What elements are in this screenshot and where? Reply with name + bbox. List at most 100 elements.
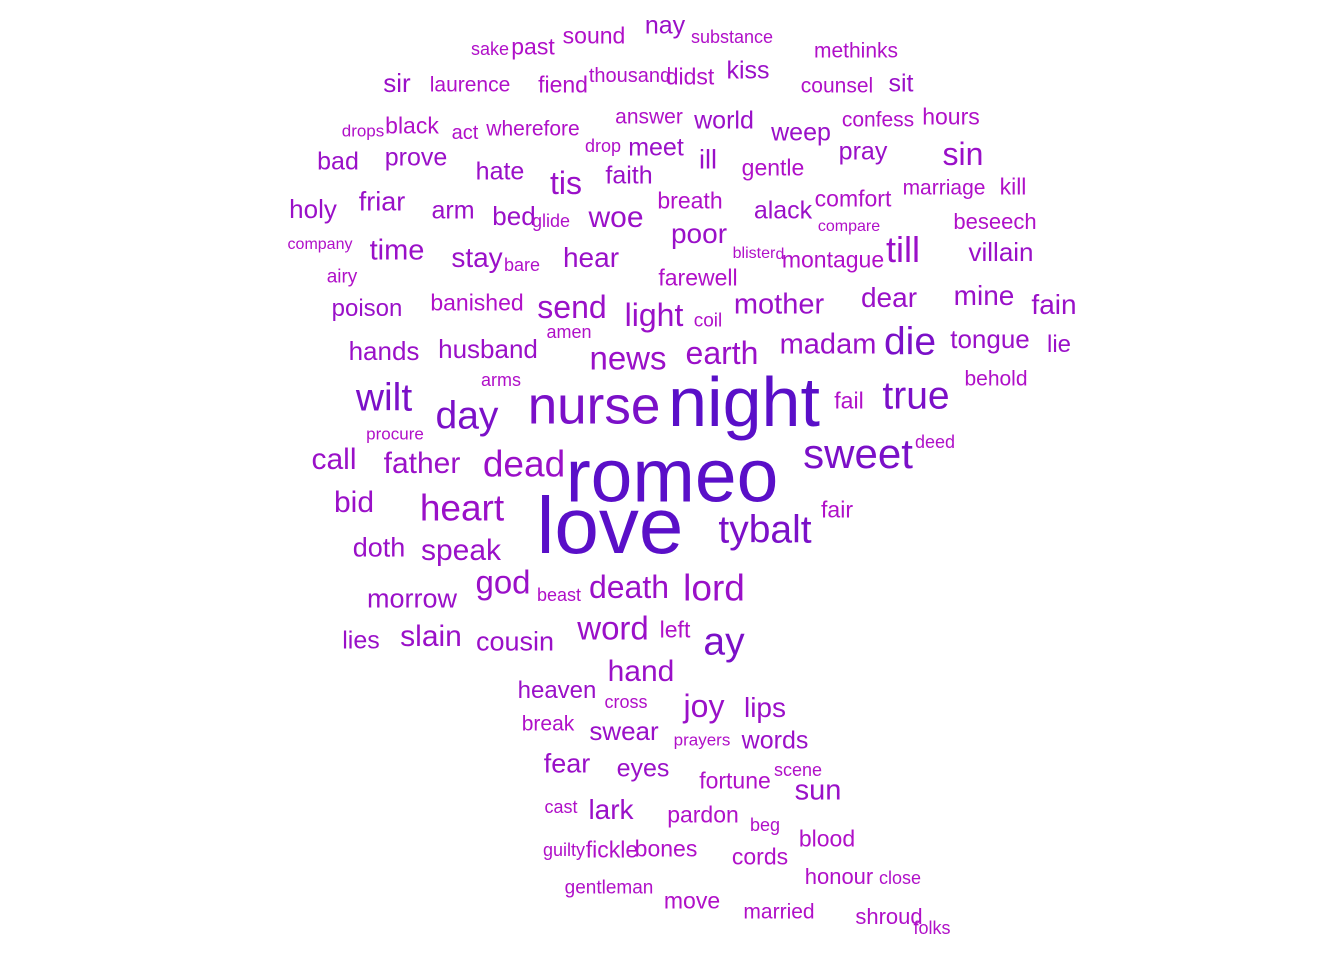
word-woe: woe <box>588 201 644 234</box>
word-montague: montague <box>781 246 885 273</box>
word-weep: weep <box>771 118 831 147</box>
word-mine: mine <box>953 280 1015 311</box>
word-send: send <box>537 289 607 325</box>
word-news: news <box>589 339 667 377</box>
word-laurence: laurence <box>429 73 511 97</box>
word-till: till <box>886 229 920 270</box>
word-slain: slain <box>400 620 462 653</box>
word-arm: arm <box>431 196 475 225</box>
word-love: love <box>536 481 684 570</box>
word-speak: speak <box>420 534 502 567</box>
word-word: word <box>577 609 649 647</box>
word-close: close <box>878 868 922 888</box>
word-bare: bare <box>503 255 541 275</box>
word-lord: lord <box>683 567 745 609</box>
word-blood: blood <box>798 825 856 852</box>
word-tis: tis <box>550 165 582 201</box>
word-beg: beg <box>749 815 781 835</box>
word-friar: friar <box>358 186 406 217</box>
word-die: die <box>883 320 937 364</box>
word-hear: hear <box>562 242 620 273</box>
word-pray: pray <box>838 137 888 166</box>
word-dead: dead <box>482 443 566 485</box>
word-sweet: sweet <box>803 430 913 477</box>
word-fortune: fortune <box>699 767 771 794</box>
word-hours: hours <box>922 103 980 130</box>
word-left: left <box>659 616 691 643</box>
word-fain: fain <box>1031 289 1077 320</box>
word-breath: breath <box>657 187 723 214</box>
word-fair: fair <box>821 496 853 523</box>
word-hands: hands <box>348 336 420 366</box>
word-break: break <box>521 712 575 736</box>
word-prove: prove <box>384 143 448 172</box>
word-didst: didst <box>665 63 715 90</box>
word-cross: cross <box>604 692 648 712</box>
word-prayers: prayers <box>673 730 731 750</box>
word-coil: coil <box>693 310 723 332</box>
word-stay: stay <box>451 242 503 273</box>
word-sake: sake <box>470 39 510 59</box>
word-god: god <box>475 563 531 601</box>
word-thousand: thousand <box>588 65 672 87</box>
word-deed: deed <box>914 432 956 452</box>
word-fear: fear <box>543 748 591 779</box>
word-black: black <box>385 112 439 139</box>
word-compare: compare <box>817 218 881 235</box>
word-words: words <box>741 726 809 755</box>
word-amen: amen <box>546 322 592 342</box>
word-hate: hate <box>475 157 525 186</box>
word-wherefore: wherefore <box>486 117 580 141</box>
word-honour: honour <box>804 864 874 889</box>
word-d: d <box>775 246 785 263</box>
word-wilt: wilt <box>355 376 413 420</box>
word-joy: joy <box>683 688 725 724</box>
word-bad: bad <box>317 147 359 176</box>
word-substance: substance <box>690 27 774 47</box>
word-kill: kill <box>999 173 1027 200</box>
word-confess: confess <box>841 108 915 132</box>
word-heart: heart <box>419 487 505 529</box>
word-lies: lies <box>342 626 380 655</box>
word-counsel: counsel <box>800 74 874 98</box>
word-glide: glide <box>531 211 571 231</box>
word-banished: banished <box>430 289 524 316</box>
word-answer: answer <box>615 105 683 129</box>
word-sound: sound <box>562 22 626 49</box>
word-cords: cords <box>731 843 789 870</box>
word-beast: beast <box>536 585 582 605</box>
word-lie: lie <box>1046 331 1072 358</box>
word-lark: lark <box>588 794 634 825</box>
word-cast: cast <box>544 797 578 817</box>
word-day: day <box>435 394 499 438</box>
word-cousin: cousin <box>475 626 555 657</box>
word-ill: ill <box>699 144 717 175</box>
word-nay: nay <box>644 11 686 40</box>
word-light: light <box>624 297 684 333</box>
word-methinks: methinks <box>813 39 899 63</box>
word-gentleman: gentleman <box>564 877 654 899</box>
word-ay: ay <box>703 620 745 664</box>
word-time: time <box>369 234 425 267</box>
word-husband: husband <box>438 334 538 364</box>
word-morrow: morrow <box>366 583 458 614</box>
word-folks: folks <box>913 918 951 938</box>
word-madam: madam <box>779 328 877 361</box>
word-guilty: guilty <box>542 840 586 860</box>
word-sit: sit <box>888 69 914 98</box>
word-death: death <box>588 569 670 605</box>
word-doth: doth <box>352 532 406 563</box>
word-bones: bones <box>634 835 698 862</box>
word-tybalt: tybalt <box>718 508 812 552</box>
word-alack: alack <box>753 196 813 225</box>
word-sun: sun <box>794 774 842 807</box>
word-beseech: beseech <box>953 209 1037 234</box>
word-villain: villain <box>968 237 1034 267</box>
word-lips: lips <box>743 692 787 723</box>
word-married: married <box>743 900 815 924</box>
word-drops: drops <box>341 121 385 141</box>
word-romeo: romeo <box>565 433 779 518</box>
word-call: call <box>311 443 357 476</box>
word-procure: procure <box>366 424 424 444</box>
